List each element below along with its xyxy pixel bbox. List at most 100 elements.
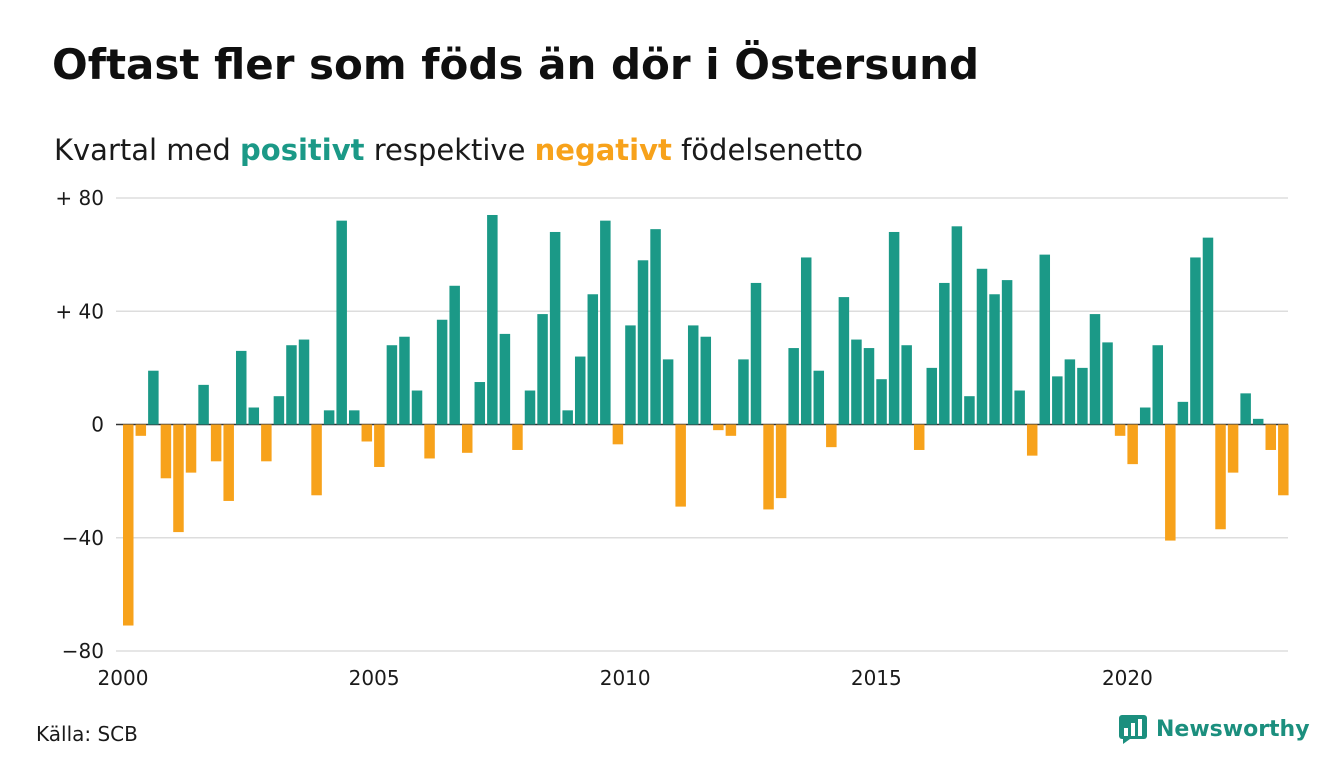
bar bbox=[323, 410, 335, 425]
bar bbox=[512, 424, 523, 450]
y-tick-label: + 80 bbox=[55, 186, 104, 210]
bar bbox=[210, 424, 222, 462]
chart-subtitle: Kvartal med positivt respektive negativt… bbox=[54, 133, 863, 167]
bar bbox=[964, 396, 975, 425]
bar-chart: + 80 + 40 0 −40 −80 2000 2005 2010 2015 2020 bbox=[55, 186, 1289, 690]
bar bbox=[562, 410, 573, 425]
bar bbox=[888, 231, 900, 425]
bar bbox=[135, 424, 147, 436]
x-tick-label: 2010 bbox=[600, 666, 651, 690]
bar bbox=[1177, 401, 1189, 425]
bar bbox=[1026, 424, 1038, 456]
bar bbox=[851, 339, 862, 425]
bar bbox=[700, 336, 712, 425]
bar bbox=[989, 294, 1000, 425]
bar bbox=[738, 359, 749, 425]
bar bbox=[939, 282, 950, 425]
bar bbox=[675, 424, 686, 507]
bar bbox=[788, 348, 799, 425]
bar bbox=[411, 390, 423, 425]
bar bbox=[587, 294, 599, 425]
bar bbox=[273, 396, 285, 425]
bar bbox=[600, 220, 611, 425]
bar bbox=[901, 345, 912, 425]
bar bbox=[1265, 424, 1277, 450]
bar bbox=[549, 231, 561, 425]
bar bbox=[248, 407, 260, 425]
bar bbox=[725, 424, 737, 436]
bar bbox=[499, 333, 511, 425]
bar bbox=[1039, 254, 1051, 425]
bar bbox=[1114, 424, 1126, 436]
bar bbox=[487, 214, 498, 425]
subtitle-negative-word: negativt bbox=[534, 133, 672, 167]
bar-chart-logo-icon bbox=[1119, 715, 1147, 744]
bar bbox=[713, 424, 724, 431]
bar bbox=[775, 424, 787, 499]
bar bbox=[1077, 367, 1088, 425]
bar bbox=[574, 356, 586, 425]
bar bbox=[813, 370, 825, 425]
bar bbox=[173, 424, 184, 533]
bar bbox=[926, 367, 938, 425]
x-axis-ticks: 2000 2005 2010 2015 2020 bbox=[98, 666, 1153, 690]
bar bbox=[524, 390, 536, 425]
bar bbox=[662, 359, 674, 425]
y-tick-label: + 40 bbox=[55, 299, 104, 323]
bar bbox=[361, 424, 373, 442]
bar bbox=[612, 424, 624, 445]
bar bbox=[863, 348, 875, 425]
bar bbox=[1240, 393, 1251, 425]
bar bbox=[436, 319, 448, 425]
subtitle-suffix: födelsenetto bbox=[671, 133, 863, 167]
bar bbox=[1139, 407, 1151, 425]
chart-title: Oftast fler som föds än dör i Östersund bbox=[52, 40, 980, 89]
bar bbox=[763, 424, 774, 510]
bar bbox=[1127, 424, 1138, 465]
bar bbox=[474, 382, 486, 425]
bar bbox=[311, 424, 322, 496]
bar bbox=[160, 424, 172, 479]
bar bbox=[261, 424, 272, 462]
bar bbox=[123, 424, 134, 626]
bar bbox=[1102, 342, 1113, 425]
bar bbox=[1202, 237, 1214, 425]
source-label: Källa: SCB bbox=[36, 722, 138, 746]
bar bbox=[1089, 314, 1101, 425]
bar bbox=[838, 297, 850, 425]
bar bbox=[185, 424, 197, 473]
subtitle-middle: respektive bbox=[364, 133, 535, 167]
bar bbox=[625, 325, 636, 425]
bar bbox=[1052, 376, 1063, 425]
y-tick-label: −80 bbox=[62, 639, 104, 663]
bar bbox=[976, 268, 988, 425]
x-tick-label: 2015 bbox=[851, 666, 902, 690]
bar bbox=[449, 285, 460, 425]
bar bbox=[1165, 424, 1176, 541]
x-tick-label: 2000 bbox=[98, 666, 149, 690]
bar bbox=[286, 345, 297, 425]
subtitle-positive-word: positivt bbox=[240, 133, 365, 167]
bar bbox=[1252, 418, 1264, 425]
bar bbox=[637, 260, 649, 425]
bar bbox=[298, 339, 310, 425]
bar bbox=[1278, 424, 1289, 496]
bar bbox=[687, 325, 699, 425]
y-axis-ticks: + 80 + 40 0 −40 −80 bbox=[55, 186, 104, 663]
bar bbox=[826, 424, 837, 448]
bar bbox=[800, 257, 812, 425]
bar bbox=[198, 384, 209, 425]
y-tick-label: −40 bbox=[62, 526, 104, 550]
subtitle-prefix: Kvartal med bbox=[54, 133, 241, 167]
bar bbox=[876, 379, 887, 425]
bar bbox=[223, 424, 234, 501]
bar bbox=[913, 424, 925, 450]
brand-name: Newsworthy bbox=[1156, 716, 1310, 742]
bar bbox=[461, 424, 473, 453]
bar bbox=[1190, 257, 1201, 425]
bar bbox=[537, 314, 548, 425]
bar bbox=[951, 226, 963, 425]
bars bbox=[123, 214, 1289, 626]
bar bbox=[750, 282, 762, 425]
x-tick-label: 2005 bbox=[349, 666, 400, 690]
